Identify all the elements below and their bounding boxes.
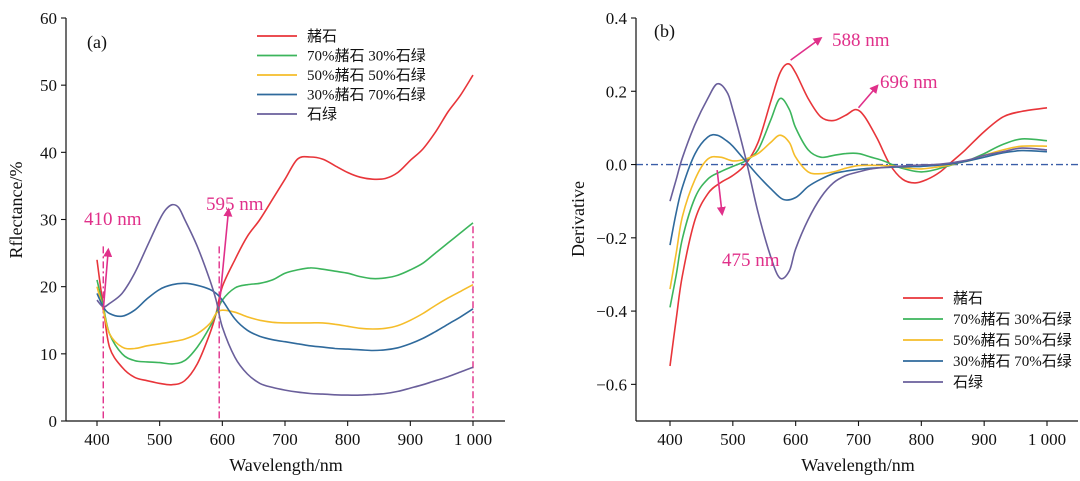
x-tick-label: 400 [84,430,110,449]
x-tick-label: 500 [147,430,173,449]
x-tick-label: 600 [783,430,809,449]
x-tick-label: 700 [846,430,872,449]
annotations-a: 410 nm 595 nm [84,194,264,311]
series-a [96,74,474,397]
annotation-arrow [102,247,113,311]
series-line-a-2 [96,283,474,350]
annotation-label: 595 nm [206,194,264,215]
legend-label: 赭石 [953,290,983,307]
y-tick-label: 20 [40,278,57,297]
y-axis-label-b: Derivative [568,181,588,257]
vlines-a [102,226,474,421]
ticks-b: 400 500 600 700 800 900 1 000 −0.6 −0.4 −0.2 0.0 0.… [596,9,1066,449]
y-axis-label-a: Rflectance/% [6,162,26,259]
x-tick-label: 900 [398,430,424,449]
series-b [669,63,1048,367]
legend-label: 石绿 [307,106,337,123]
y-tick-label: 30 [40,211,57,230]
x-tick-label: 500 [720,430,746,449]
series-line-b-3 [669,133,1048,246]
x-tick-label: 800 [909,430,935,449]
series-line-a-4 [96,203,474,397]
annotation-label: 410 nm [84,209,142,230]
y-tick-label: 0 [49,412,58,431]
annotation-arrow [857,84,879,109]
y-tick-label: 0.0 [606,156,627,175]
legend-label: 赭石 [307,28,337,45]
legend-label: 50%赭石 50%石绿 [307,67,426,84]
x-axis-label-b: Wavelength/nm [801,455,915,475]
x-tick-label: 1 000 [454,430,492,449]
x-tick-label: 800 [335,430,361,449]
legend-label: 石绿 [953,374,983,391]
annotation-arrow [218,207,233,307]
series-line-a-1 [96,222,474,365]
panel-label-a: (a) [87,32,107,53]
annotation-label: 475 nm [722,250,780,271]
x-axis-label-a: Wavelength/nm [229,455,343,475]
legend-label: 30%赭石 70%石绿 [953,353,1072,370]
y-tick-label: −0.4 [596,302,627,321]
ticks-a: 400 500 600 700 800 900 1 000 0 10 20 30 40 50 60 [40,9,492,449]
legend-label: 50%赭石 50%石绿 [953,332,1072,349]
annotation-label: 588 nm [832,30,890,51]
annotation-arrow [716,169,726,216]
legend-label: 70%赭石 30%石绿 [307,48,426,65]
y-tick-label: −0.2 [596,229,627,248]
y-tick-label: 40 [40,143,57,162]
x-tick-label: 700 [272,430,298,449]
x-tick-label: 600 [210,430,236,449]
legend-label: 30%赭石 70%石绿 [307,87,426,104]
series-line-a-3 [96,282,474,352]
y-tick-label: 0.2 [606,82,627,101]
x-tick-label: 1 000 [1028,430,1066,449]
y-tick-label: 50 [40,76,57,95]
chart-b: (b) Derivative Wavelength/nm 400 500 600 70… [568,9,1078,475]
x-tick-label: 900 [971,430,997,449]
series-line-b-0 [669,63,1048,367]
y-tick-label: 60 [40,9,57,28]
series-line-b-1 [669,97,1048,308]
chart-a: (a) Rflectance/% Wavelength/nm 400 500 600… [6,9,505,475]
y-tick-label: 0.4 [606,9,628,28]
legend-label: 70%赭石 30%石绿 [953,311,1072,328]
x-tick-label: 400 [657,430,683,449]
annotations-b: 588 nm 696 nm 475 nm [716,30,938,271]
annotation-label: 696 nm [880,72,938,93]
series-line-a-0 [96,74,474,386]
panel-label-b: (b) [654,21,675,42]
series-line-b-4 [669,82,1048,280]
y-tick-label: 10 [40,345,57,364]
annotation-arrow [790,36,823,61]
y-tick-label: −0.6 [596,375,627,394]
